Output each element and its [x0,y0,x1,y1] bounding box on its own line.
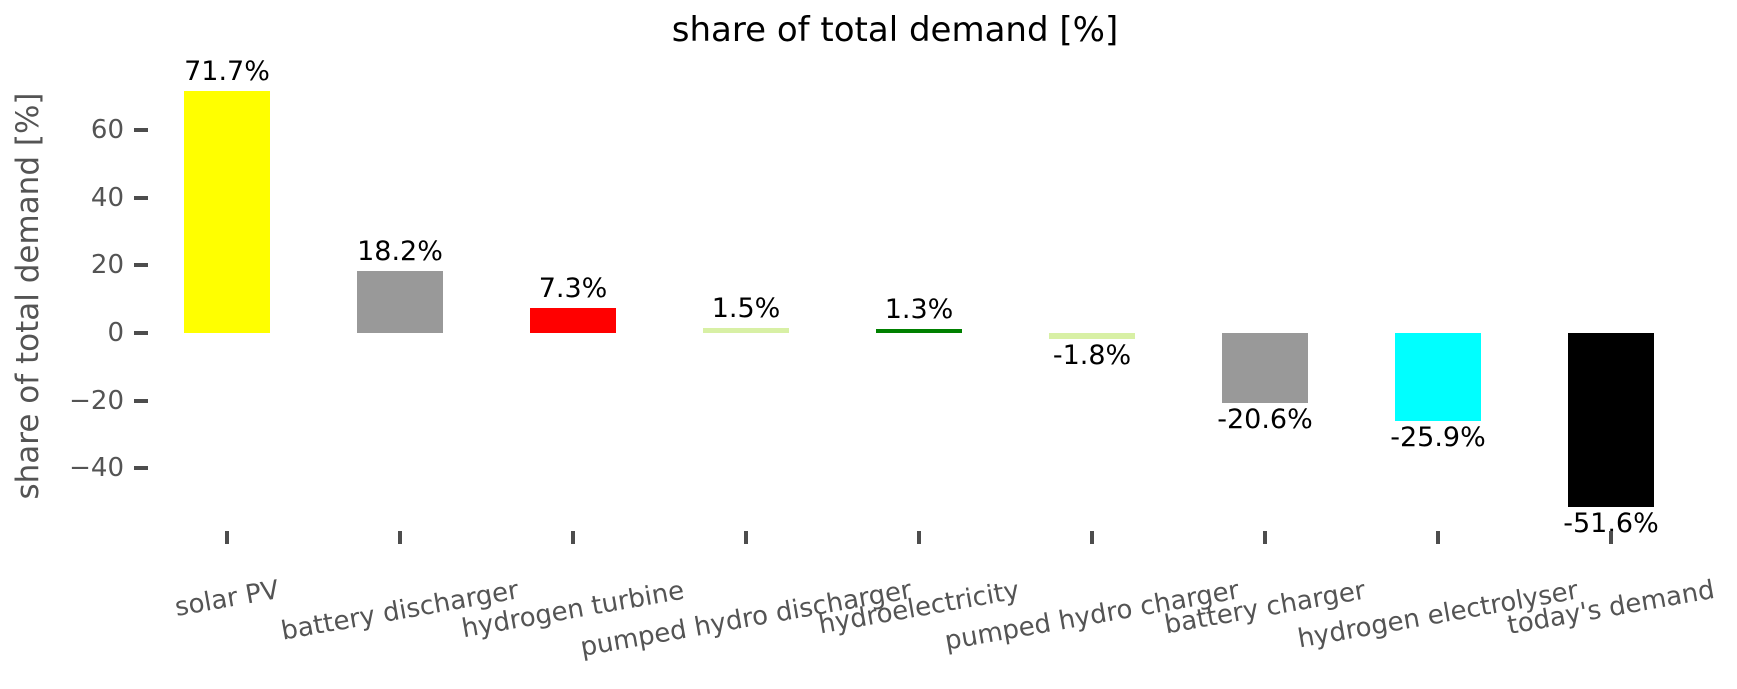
x-tick-today-s-demand [1609,531,1613,544]
bar-battery-discharger [357,271,443,333]
bar-value-label-pumped-hydro-charger: -1.8% [1052,340,1132,372]
x-tick-pumped-hydro-charger [1090,531,1094,544]
x-tick-battery-discharger [398,531,402,544]
y-tick-label-60: 60 [90,115,124,146]
y-axis-label: share of total demand [%] [10,92,46,500]
bar-battery-charger [1222,333,1308,403]
bar-value-label-battery-charger: -20.6% [1217,403,1313,435]
y-tick-label-40: 40 [90,182,124,213]
bar-value-label-hydrogen-turbine: 7.3% [538,273,608,305]
bar-hydrogen-electrolyser [1395,333,1481,421]
y-tick-40 [134,195,148,200]
x-tick-hydrogen-electrolyser [1436,531,1440,544]
bar-pumped-hydro-charger [1049,333,1135,340]
y-tick-label--40: −40 [69,453,124,484]
x-tick-hydrogen-turbine [571,531,575,544]
bar-hydroelectricity [876,328,962,333]
x-tick-battery-charger [1263,531,1267,544]
bar-value-label-pumped-hydro-discharger: 1.5% [711,292,781,324]
x-tick-label-solar-pv: solar PV [172,575,282,624]
x-tick-solar-pv [225,531,229,544]
bar-hydrogen-turbine [530,308,616,333]
y-tick-label-0: 0 [107,318,124,348]
y-tick--20 [134,398,148,403]
y-tick-60 [134,128,148,133]
bar-value-label-hydroelectricity: 1.3% [884,293,954,325]
x-tick-pumped-hydro-discharger [744,531,748,544]
bar-today-s-demand [1568,333,1654,508]
y-tick--40 [134,466,148,471]
y-tick-0 [134,331,148,335]
bar-value-label-hydrogen-electrolyser: -25.9% [1390,421,1486,453]
chart-title: share of total demand [%] [671,10,1119,50]
bar-value-label-battery-discharger: 18.2% [357,236,443,268]
bar-solar-pv [184,90,270,333]
y-tick-label-20: 20 [90,250,124,281]
x-tick-hydroelectricity [917,531,921,544]
y-tick-20 [134,263,148,268]
bar-value-label-solar-pv: 71.7% [184,55,270,87]
y-tick-label--20: −20 [69,385,124,416]
bar-pumped-hydro-discharger [703,327,789,333]
